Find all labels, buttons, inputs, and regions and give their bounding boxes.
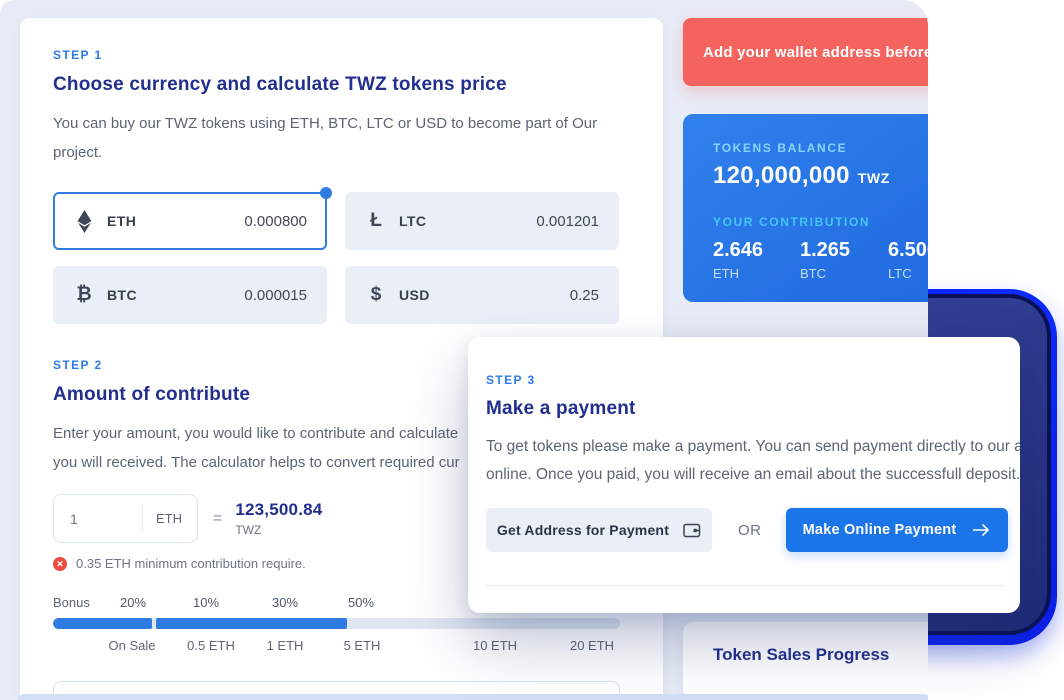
currency-tile-ltc[interactable]: Ł LTC 0.001201: [345, 192, 619, 250]
error-text: 0.35 ETH minimum contribution require.: [76, 556, 306, 571]
bonus-progress: Bonus 20% 10% 30% 50% On Sale 0.5 ETH 1 …: [53, 595, 620, 654]
amount-box: ETH: [53, 494, 198, 543]
currency-ticker: LTC: [399, 213, 427, 229]
step2-label: STEP 2: [53, 358, 103, 372]
input-divider: [142, 505, 143, 532]
make-online-payment-label: Make Online Payment: [802, 522, 957, 538]
bottom-peek-band: [18, 694, 928, 700]
bonus-percent: 50%: [348, 595, 375, 610]
arrow-right-icon: [972, 523, 990, 537]
wallet-icon: [683, 523, 701, 538]
bonus-progress-track: [53, 618, 620, 629]
step2-title: Amount of contribute: [53, 384, 251, 405]
currency-ticker: BTC: [107, 287, 137, 303]
bonus-tick: On Sale: [108, 638, 156, 653]
alert-text: Add your wallet address before bu: [703, 43, 928, 61]
currency-tile-eth[interactable]: ETH 0.000800: [53, 187, 332, 250]
contribution-entry: 1.265 BTC: [800, 239, 850, 281]
tokens-balance-value: 120,000,000: [713, 162, 850, 189]
bonus-label: Bonus: [53, 595, 90, 610]
contribution-value: 2.646: [713, 239, 764, 261]
get-address-label: Get Address for Payment: [496, 522, 670, 538]
step3-title: Make a payment: [486, 398, 636, 419]
step1-description: You can buy our TWZ tokens using ETH, BT…: [53, 115, 598, 161]
token-sales-progress-card: Token Sales Progress: [683, 622, 928, 700]
bonus-tick: 5 ETH: [343, 638, 381, 653]
token-result-value: 123,500.84: [235, 500, 323, 519]
currency-tile-btc[interactable]: ₿ BTC 0.000015: [53, 266, 327, 324]
equals-sign: =: [213, 509, 223, 527]
make-online-payment-button[interactable]: Make Online Payment: [785, 508, 1008, 552]
bonus-tick: 1 ETH: [266, 638, 304, 653]
contribution-unit: BTC: [800, 266, 826, 281]
contribution-entry: 6.500 LTC: [888, 239, 928, 281]
token-sales-progress-title: Token Sales Progress: [713, 645, 890, 664]
bonus-progress-fill: [53, 618, 152, 629]
tokens-balance-unit: TWZ: [857, 170, 890, 186]
currency-rate: 0.000015: [244, 286, 307, 304]
litecoin-icon: Ł: [370, 210, 382, 231]
bonus-tick: 0.5 ETH: [187, 638, 235, 653]
step3-description-line2: online. Once you paid, you will receive …: [486, 466, 1020, 483]
bonus-percent: 10%: [193, 595, 220, 610]
step1-label: STEP 1: [53, 48, 103, 62]
tokens-balance-card: TOKENS BALANCE 120,000,000 TWZ YOUR CONT…: [683, 114, 928, 302]
overlay-divider: [486, 585, 1004, 586]
wallet-address-alert: Add your wallet address before bu: [683, 18, 928, 86]
currency-options: ETH 0.000800 Ł LTC 0.001201 ₿ BTC 0.0000…: [53, 187, 623, 324]
contribution-value: 1.265: [800, 239, 851, 261]
amount-input[interactable]: [54, 510, 142, 527]
ethereum-icon: [73, 209, 95, 233]
amount-unit-label: ETH: [156, 511, 182, 526]
dollar-icon: $: [370, 284, 382, 305]
contribution-calculator: ETH = 123,500.84 TWZ: [53, 494, 623, 543]
bonus-tick: 10 ETH: [472, 638, 518, 653]
step3-label: STEP 3: [486, 373, 536, 387]
currency-tile-usd[interactable]: $ USD 0.25: [345, 266, 619, 324]
or-separator: OR: [738, 521, 762, 539]
currency-ticker: USD: [399, 287, 430, 303]
bonus-percent: 20%: [120, 595, 147, 610]
currency-rate: 0.001201: [536, 212, 599, 230]
contribution-entry: 2.646 ETH: [713, 239, 763, 281]
currency-rate: 0.000800: [244, 212, 307, 230]
step3-description-line1: To get tokens please make a payment. You…: [486, 438, 1020, 455]
error-icon: ✕: [53, 556, 67, 571]
make-payment-card: STEP 3 Make a payment To get tokens plea…: [468, 337, 1020, 613]
step2-description-line1: Enter your amount, you would like to con…: [53, 425, 459, 442]
contribution-unit: ETH: [713, 266, 739, 281]
selected-dot: [320, 187, 332, 199]
bitcoin-icon: ₿: [76, 284, 92, 305]
minimum-contribution-error: ✕ 0.35 ETH minimum contribution require.: [53, 556, 623, 571]
bonus-progress-fill: [156, 618, 347, 629]
currency-ticker: ETH: [107, 213, 137, 229]
currency-rate: 0.25: [569, 286, 599, 304]
step2-description-line2: you will received. The calculator helps …: [53, 454, 460, 471]
bonus-percent: 30%: [272, 595, 299, 610]
bonus-tick: 20 ETH: [569, 638, 615, 653]
step1-title: Choose currency and calculate TWZ tokens…: [53, 74, 507, 95]
token-result-unit: TWZ: [235, 523, 262, 537]
your-contribution-label: YOUR CONTRIBUTION: [713, 215, 871, 229]
contribution-unit: LTC: [888, 266, 912, 281]
tokens-balance-label: TOKENS BALANCE: [713, 141, 848, 155]
contribution-value: 6.500: [888, 239, 928, 261]
get-address-button[interactable]: Get Address for Payment: [486, 508, 712, 552]
